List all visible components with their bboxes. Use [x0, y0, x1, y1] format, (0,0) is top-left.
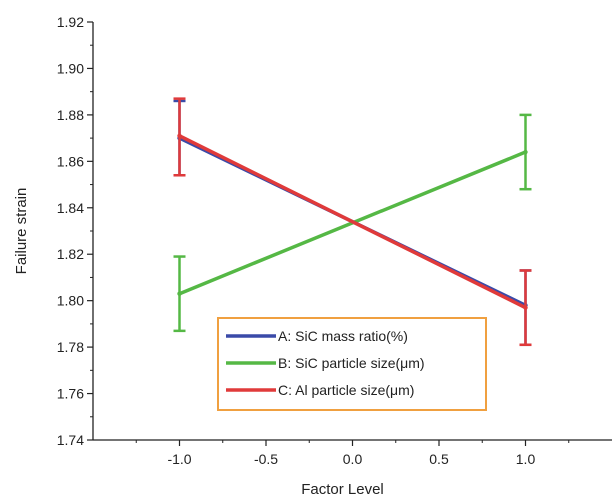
legend-label: C: Al particle size(μm) — [278, 382, 414, 398]
data-point — [177, 291, 182, 296]
y-tick-label: 1.88 — [57, 107, 84, 123]
series-line — [177, 134, 528, 310]
legend-label: A: SiC mass ratio(%) — [278, 328, 408, 344]
legend-label: B: SiC particle size(μm) — [278, 355, 425, 371]
series-3 — [173, 97, 532, 347]
y-tick-label: 1.78 — [57, 339, 84, 355]
x-tick-label: 1.0 — [516, 451, 536, 467]
legend: A: SiC mass ratio(%) B: SiC particle size… — [217, 317, 487, 411]
x-tick-label: 0.5 — [429, 451, 449, 467]
y-tick-label: 1.80 — [57, 293, 84, 309]
data-point — [523, 305, 528, 310]
y-axis-title: Failure strain — [13, 188, 30, 275]
x-tick-label: -1.0 — [167, 451, 191, 467]
y-tick-label: 1.82 — [57, 246, 84, 262]
x-axis-title: Factor Level — [301, 481, 384, 498]
data-point — [177, 133, 182, 138]
y-tick-label: 1.84 — [57, 200, 84, 216]
x-tick-label: 0.0 — [343, 451, 363, 467]
x-tick-label: -0.5 — [254, 451, 278, 467]
data-point — [523, 149, 528, 155]
plot-axes: 1.74 1.76 1.78 1.80 1.82 1.84 1.86 1.88 1.90 1.92… — [57, 14, 612, 467]
y-tick-label: 1.74 — [57, 432, 84, 448]
series-layer — [173, 97, 532, 347]
y-tick-label: 1.92 — [57, 14, 84, 30]
y-tick-label: 1.90 — [57, 60, 84, 76]
y-tick-label: 1.86 — [57, 153, 84, 169]
y-tick-label: 1.76 — [57, 386, 84, 402]
